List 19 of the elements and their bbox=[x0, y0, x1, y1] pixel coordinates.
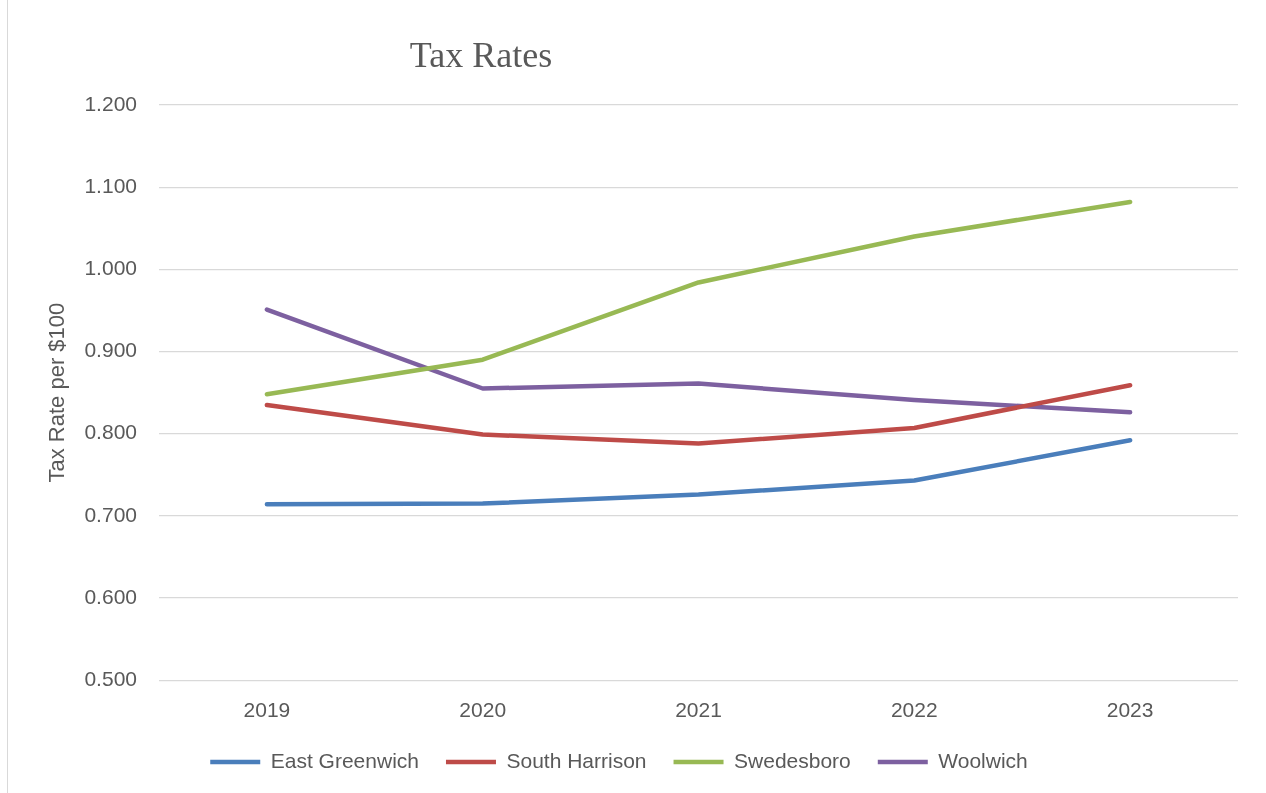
legend-label: East Greenwich bbox=[270, 748, 419, 772]
y-tick-label: 1.200 bbox=[84, 91, 137, 115]
y-tick-label: 0.700 bbox=[84, 502, 137, 526]
legend-label: South Harrison bbox=[506, 748, 647, 772]
y-tick-label: 1.000 bbox=[84, 256, 137, 280]
y-tick-label: 0.600 bbox=[84, 584, 137, 608]
legend-label: Swedesboro bbox=[734, 748, 851, 772]
y-tick-label: 0.900 bbox=[84, 338, 137, 362]
x-tick-label: 2019 bbox=[243, 698, 291, 721]
x-tick-label: 2021 bbox=[675, 698, 722, 721]
y-tick-label: 0.800 bbox=[84, 420, 137, 444]
y-tick-label: 0.500 bbox=[84, 667, 137, 690]
x-tick-label: 2023 bbox=[1106, 698, 1154, 721]
x-tick-label: 2020 bbox=[459, 698, 507, 721]
y-axis-title: Tax Rate per $100 bbox=[44, 302, 70, 483]
y-tick-label: 1.100 bbox=[84, 173, 137, 197]
x-tick-label: 2022 bbox=[890, 698, 938, 721]
legend-label: Woolwich bbox=[938, 748, 1028, 772]
chart-title: Tax Rates bbox=[409, 35, 553, 76]
